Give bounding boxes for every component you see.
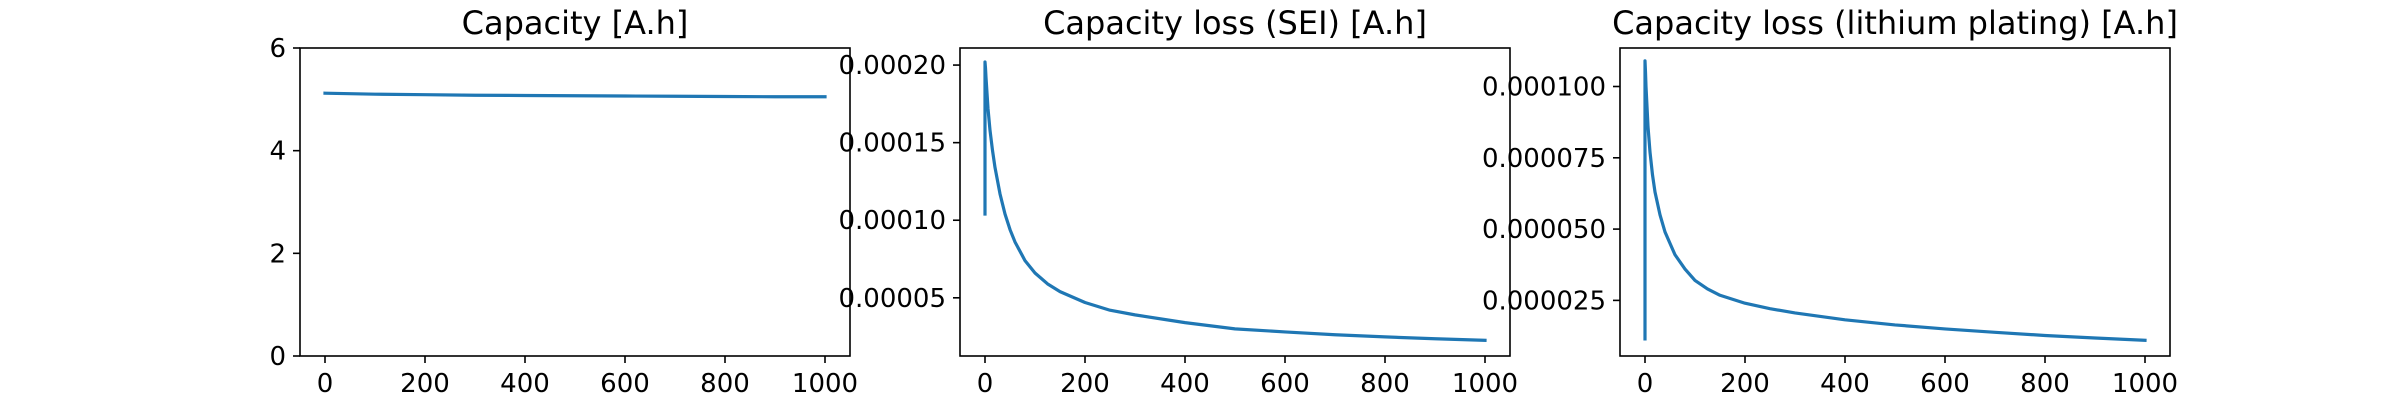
axes-frame [299, 47, 851, 357]
y-tick-label: 0.000050 [1482, 215, 1606, 245]
chart-title: Capacity loss (SEI) [A.h] [1043, 4, 1427, 42]
x-tick-label: 1000 [1452, 369, 1518, 399]
chart-panel-3: Capacity loss (lithium plating) [A.h] 0 20… [1482, 4, 2178, 399]
axes-frame [1619, 47, 2171, 357]
chart-panel-1: Capacity [A.h] 0 200 400 600 800 1000 0 2 4 6 [269, 4, 858, 399]
chart-panel-2: Capacity loss (SEI) [A.h] 0 200 400 600 800 10… [838, 4, 1518, 399]
x-tick-label: 600 [600, 369, 650, 399]
y-tick-label: 0.00010 [838, 206, 946, 236]
y-tick-label: 0.00005 [838, 284, 946, 314]
x-tick-label: 800 [700, 369, 750, 399]
x-tick-label: 400 [1160, 369, 1210, 399]
y-tick-label: 6 [269, 34, 286, 64]
x-tick-label: 1000 [2112, 369, 2178, 399]
y-tick-label: 0.00015 [838, 129, 946, 159]
x-tick-label: 1000 [792, 369, 858, 399]
y-tick-label: 0.00020 [838, 51, 946, 81]
axes-frame [959, 47, 1511, 357]
y-tick-label: 4 [269, 137, 286, 167]
x-tick-label: 600 [1920, 369, 1970, 399]
series-line-1 [983, 60, 1487, 342]
x-tick-label: 800 [2020, 369, 2070, 399]
series-line-1 [1643, 59, 2147, 342]
x-tick-label: 800 [1360, 369, 1410, 399]
chart-title: Capacity loss (lithium plating) [A.h] [1612, 4, 2178, 42]
x-tick-label: 200 [400, 369, 450, 399]
y-tick-label: 0.000025 [1482, 286, 1606, 316]
x-tick-label: 0 [317, 369, 334, 399]
y-tick-label: 0.000100 [1482, 73, 1606, 103]
y-tick-label: 2 [269, 239, 286, 269]
x-tick-label: 400 [500, 369, 550, 399]
x-tick-label: 200 [1060, 369, 1110, 399]
x-tick-label: 600 [1260, 369, 1310, 399]
y-tick-label: 0.000075 [1482, 144, 1606, 174]
chart-title: Capacity [A.h] [462, 4, 689, 42]
charts: Capacity [A.h]0 200 400 600 800 10000246Capac… [269, 4, 2178, 399]
x-tick-label: 400 [1820, 369, 1870, 399]
series-line-1 [323, 91, 827, 99]
y-tick-label: 0 [269, 342, 286, 372]
x-tick-label: 200 [1720, 369, 1770, 399]
x-tick-label: 0 [977, 369, 994, 399]
x-tick-label: 0 [1637, 369, 1654, 399]
